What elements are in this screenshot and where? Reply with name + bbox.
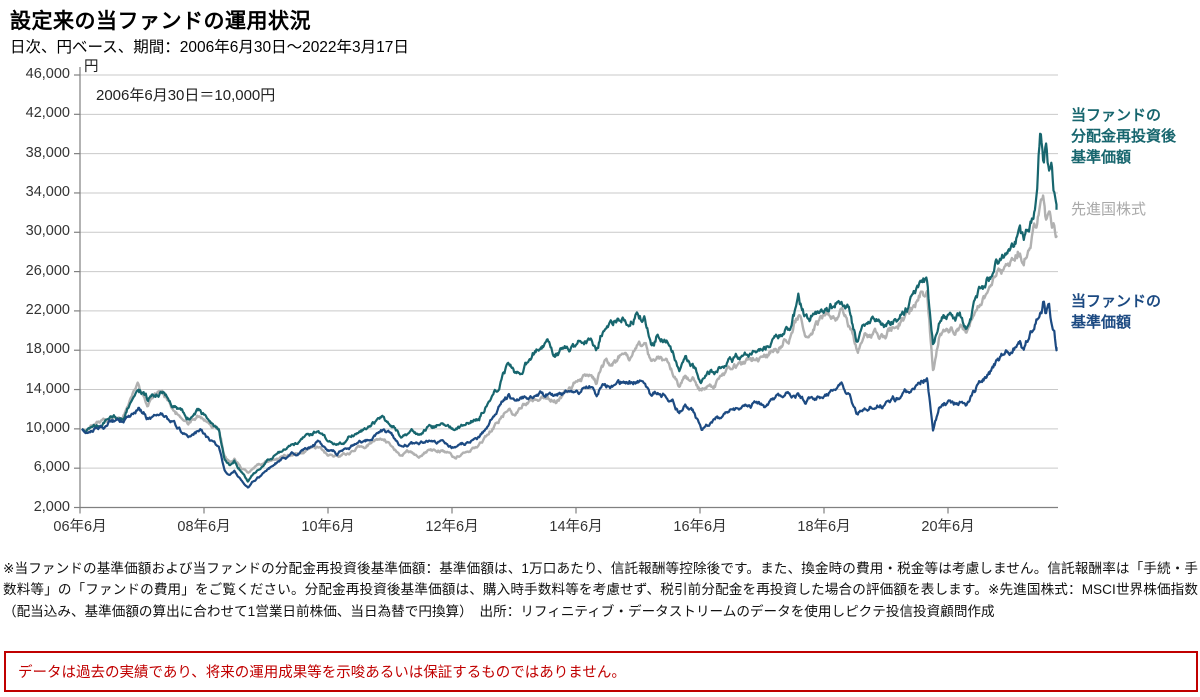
disclaimer-text: データは過去の実績であり、将来の運用成果等を示唆あるいは保証するものではありませ…	[18, 665, 626, 681]
y-tick-label: 22,000	[25, 301, 70, 318]
x-tick-label: 10年6月	[301, 519, 355, 535]
y-axis-unit-label: 円	[84, 59, 99, 75]
y-tick-label: 42,000	[25, 105, 70, 122]
x-tick-label: 12年6月	[425, 519, 479, 535]
x-tick-label: 20年6月	[921, 519, 975, 535]
page-title: 設定来の当ファンドの運用状況	[10, 10, 311, 33]
series-line-fund-nav	[81, 300, 1058, 489]
y-tick-label: 38,000	[25, 144, 70, 161]
footnote-text: ※当ファンドの基準価額および当ファンドの分配金再投資後基準価額：基準価額は、1万…	[3, 561, 1198, 619]
y-tick-label: 18,000	[25, 341, 70, 358]
y-tick-label: 6,000	[33, 459, 70, 476]
x-tick-label: 18年6月	[797, 519, 851, 535]
legend-fund-nav: 当ファンドの 基準価額	[1071, 293, 1162, 331]
x-tick-label: 06年6月	[53, 519, 107, 535]
x-tick-label: 08年6月	[177, 519, 231, 535]
x-tick-label: 14年6月	[549, 519, 603, 535]
series-line-fund-reinvested	[81, 132, 1058, 483]
x-tick-label: 16年6月	[673, 519, 727, 535]
y-tick-label: 30,000	[25, 223, 70, 240]
legend-fund-reinvested: 当ファンドの 分配金再投資後 基準価額	[1071, 107, 1177, 166]
disclaimer-box: データは過去の実績であり、将来の運用成果等を示唆あるいは保証するものではありませ…	[4, 651, 1198, 692]
y-tick-label: 26,000	[25, 262, 70, 279]
chart-subtitle: 日次、円ベース、期間：2006年6月30日～2022年3月17日	[10, 39, 409, 56]
series-line-benchmark	[81, 194, 1058, 474]
y-tick-label: 2,000	[33, 498, 70, 515]
y-tick-label: 46,000	[25, 66, 70, 82]
y-tick-label: 10,000	[25, 419, 70, 436]
y-tick-label: 14,000	[25, 380, 70, 397]
y-tick-label: 34,000	[25, 183, 70, 200]
base-value-annotation: 2006年6月30日＝10,000円	[96, 87, 276, 104]
legend-benchmark: 先進国株式	[1071, 201, 1147, 218]
